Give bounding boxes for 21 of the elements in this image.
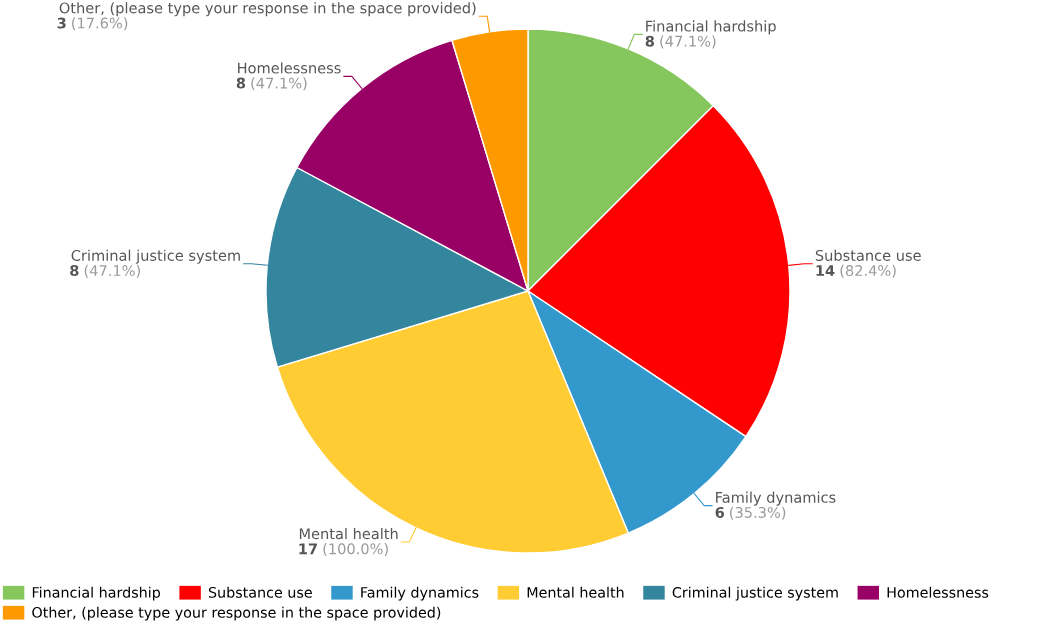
slice-label: Homelessness	[238, 62, 341, 74]
data-label: 8 (47.1%)	[236, 77, 307, 91]
data-label: 17 (100.0%)	[299, 543, 388, 557]
slice-label: Other, (please type your response in the space provided)	[59, 2, 476, 17]
legend-label: Financial hardship	[32, 586, 160, 601]
data-label: 3 (17.6%)	[57, 17, 128, 31]
legend-label: Criminal justice system	[672, 586, 838, 601]
slice-label: Financial hardship	[646, 20, 776, 35]
legend-label: Mental health	[527, 586, 624, 598]
slice-label: Criminal justice system	[71, 249, 240, 264]
legend-label: Other, (please type your response in the space provided)	[32, 606, 441, 621]
slice-label: Mental health	[299, 527, 398, 540]
data-label: 6 (35.3%)	[715, 506, 786, 520]
data-label: 8 (47.1%)	[70, 264, 140, 278]
data-label: 8 (47.1%)	[645, 35, 716, 49]
slice-label: Family dynamics	[716, 491, 836, 506]
slice-label: Substance use	[815, 249, 921, 261]
data-label: 14 (82.4%)	[816, 264, 896, 278]
legend-label: Homelessness	[887, 586, 989, 598]
legend-label: Substance use	[208, 586, 312, 598]
legend-label: Family dynamics	[361, 586, 479, 601]
